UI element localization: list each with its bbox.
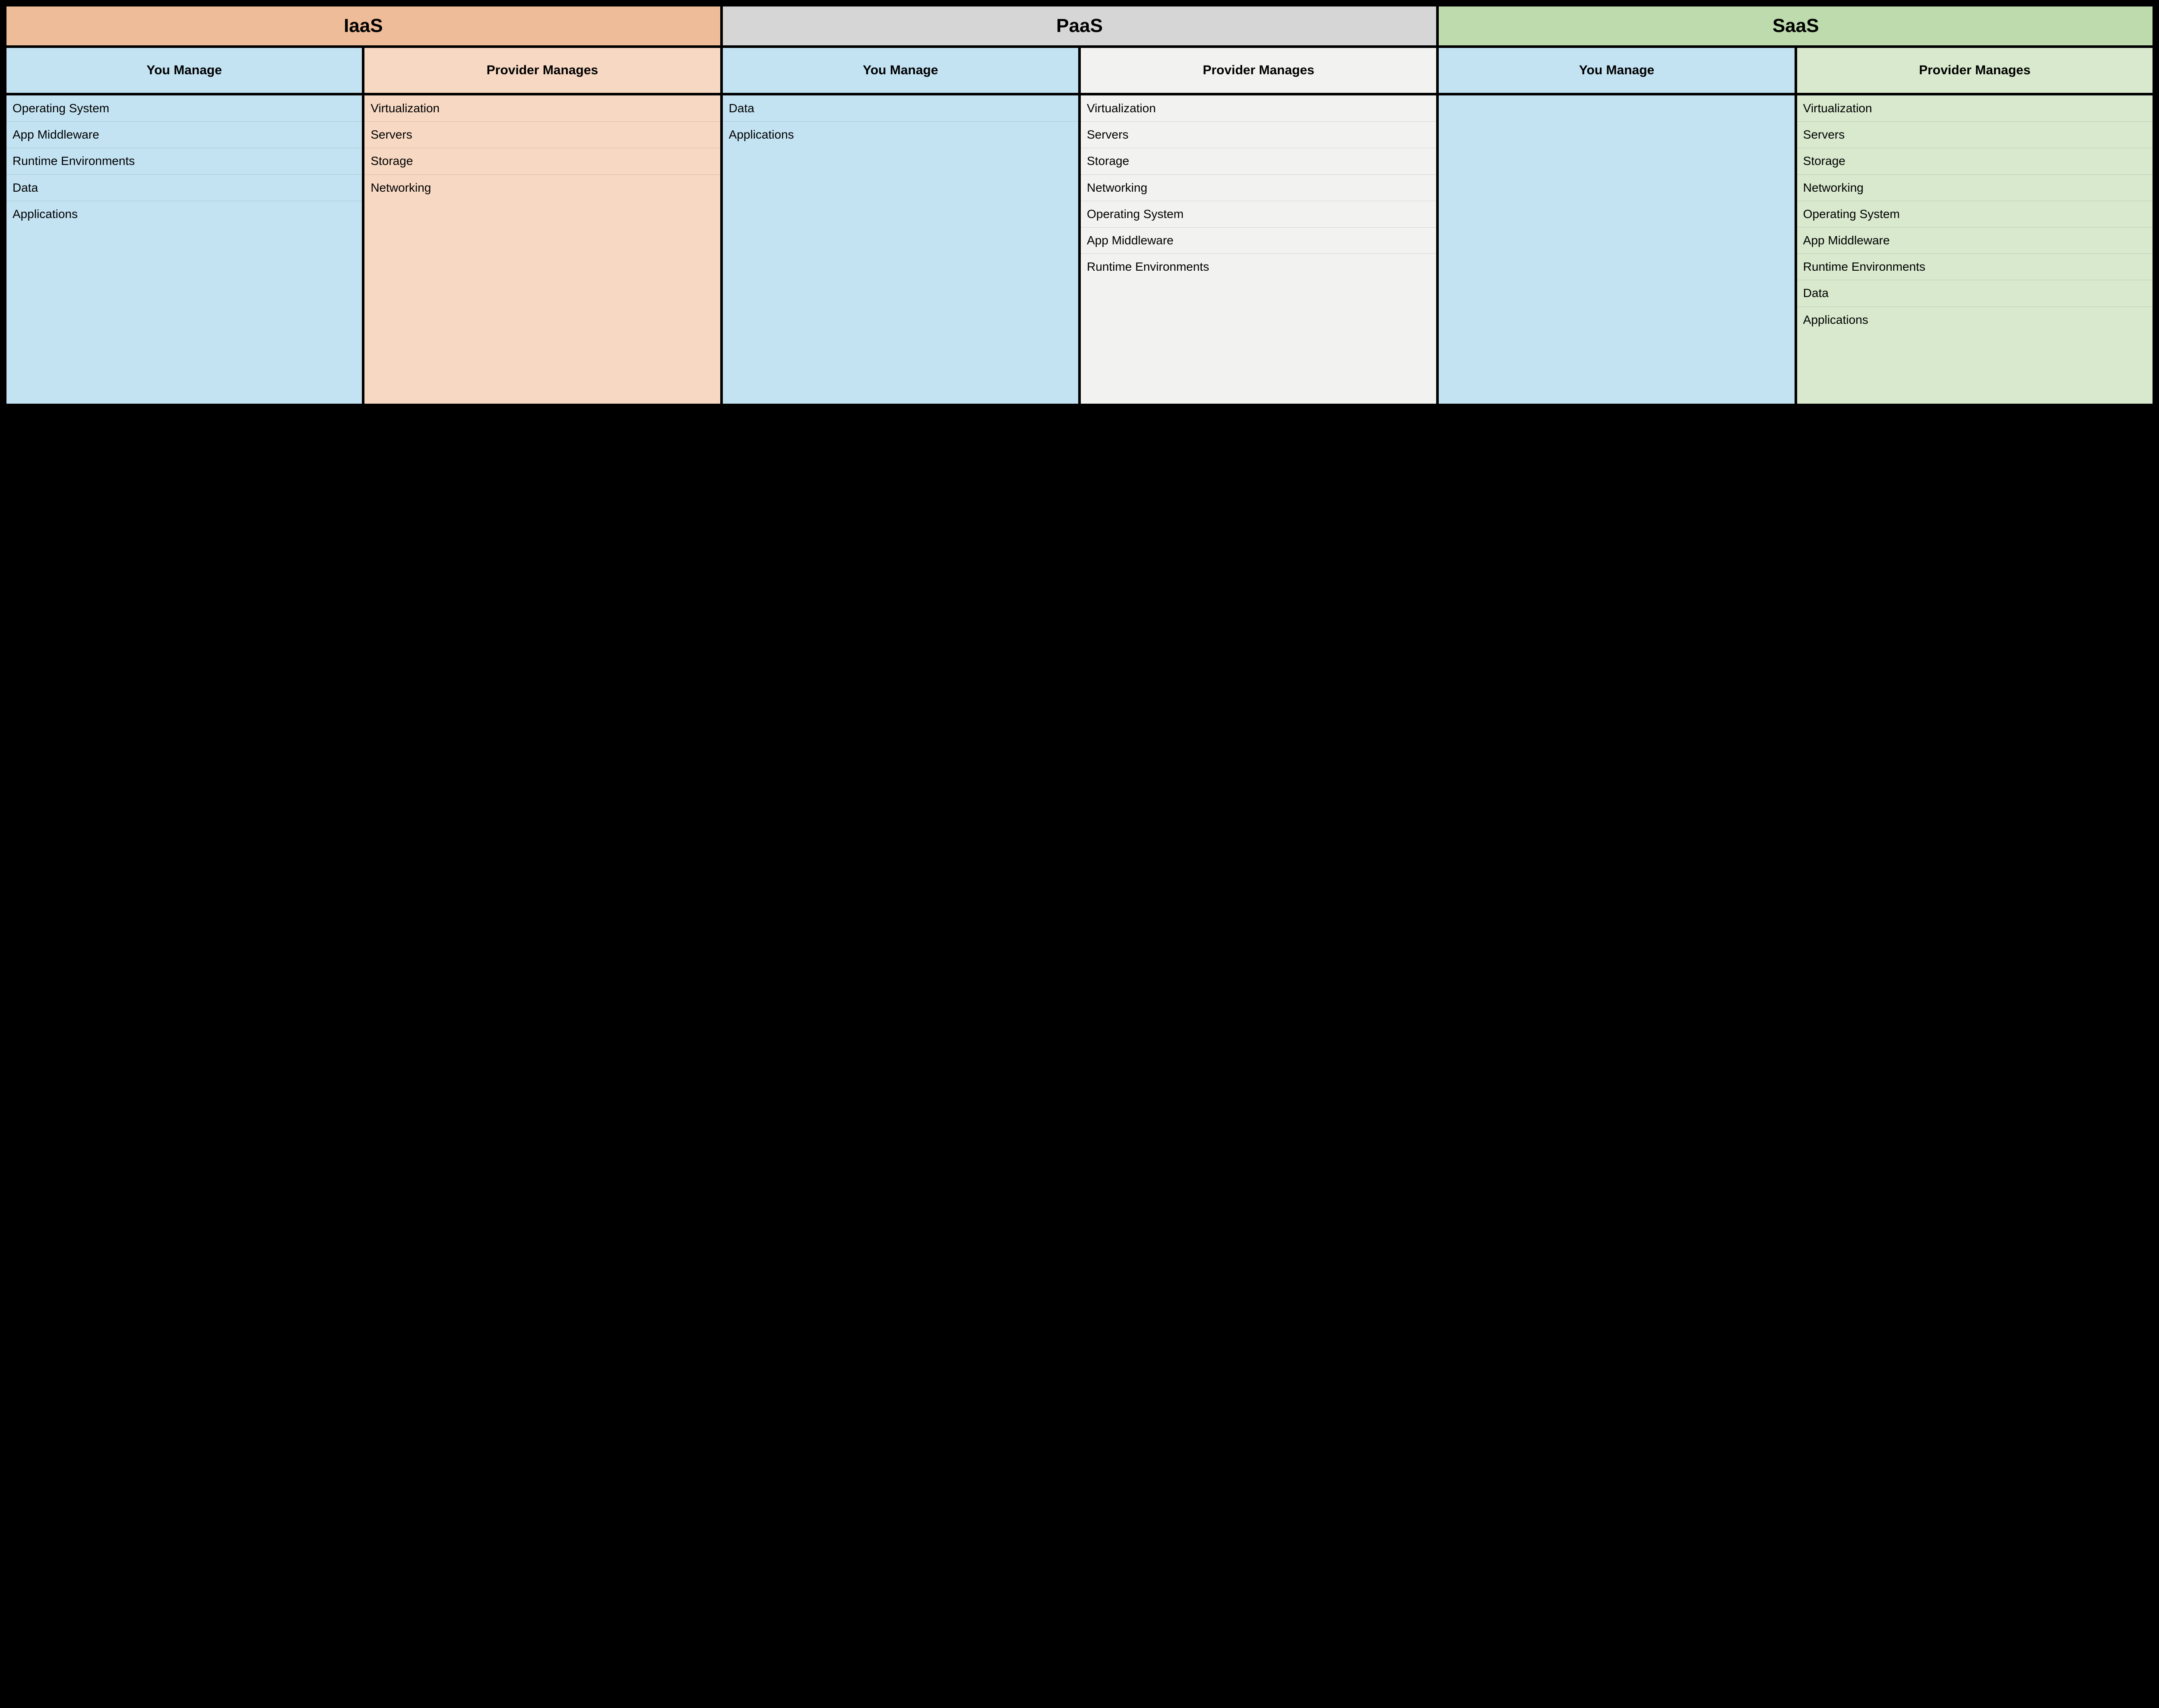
list-item: App Middleware [1081,228,1436,254]
list-item: Storage [1081,148,1436,174]
cloud-models-table: IaaS PaaS SaaS You Manage Provider Manag… [5,5,2154,405]
diagram-container: IaaS PaaS SaaS You Manage Provider Manag… [0,0,2159,431]
list-item: Data [723,95,1078,122]
list-item: Virtualization [1081,95,1436,122]
iaas-you-manage-items: Operating SystemApp MiddlewareRuntime En… [5,94,363,405]
list-item: Servers [1797,122,2153,148]
paas-provider-manages-header: Provider Manages [1080,47,1437,94]
list-item: Servers [364,122,720,148]
iaas-header: IaaS [5,5,722,47]
list-item: Storage [364,148,720,174]
list-item: Data [1797,280,2153,307]
list-item: Runtime Environments [1797,254,2153,280]
list-item: Runtime Environments [1081,254,1436,280]
paas-you-manage-items: DataApplications [722,94,1080,405]
list-item: Storage [1797,148,2153,174]
saas-provider-manages-header: Provider Manages [1796,47,2154,94]
list-item: Applications [1797,307,2153,333]
saas-provider-manages-items: VirtualizationServersStorageNetworkingOp… [1796,94,2154,405]
list-item: Servers [1081,122,1436,148]
list-item: Operating System [1081,201,1436,228]
list-item: Virtualization [1797,95,2153,122]
list-item: Operating System [6,95,362,122]
list-item: Data [6,175,362,201]
saas-you-manage-header: You Manage [1437,47,1795,94]
list-item: App Middleware [1797,228,2153,254]
paas-header: PaaS [722,5,1438,47]
iaas-provider-manages-items: VirtualizationServersStorageNetworking [363,94,721,405]
saas-header: SaaS [1437,5,2154,47]
iaas-provider-manages-header: Provider Manages [363,47,721,94]
paas-you-manage-header: You Manage [722,47,1080,94]
list-item: Operating System [1797,201,2153,228]
list-item: Networking [364,175,720,201]
list-item: Runtime Environments [6,148,362,174]
iaas-you-manage-header: You Manage [5,47,363,94]
paas-provider-manages-items: VirtualizationServersStorageNetworkingOp… [1080,94,1437,405]
list-item: Virtualization [364,95,720,122]
list-item: Applications [723,122,1078,148]
list-item: App Middleware [6,122,362,148]
list-item: Applications [6,201,362,227]
list-item: Networking [1797,175,2153,201]
saas-you-manage-items [1437,94,1795,405]
list-item: Networking [1081,175,1436,201]
